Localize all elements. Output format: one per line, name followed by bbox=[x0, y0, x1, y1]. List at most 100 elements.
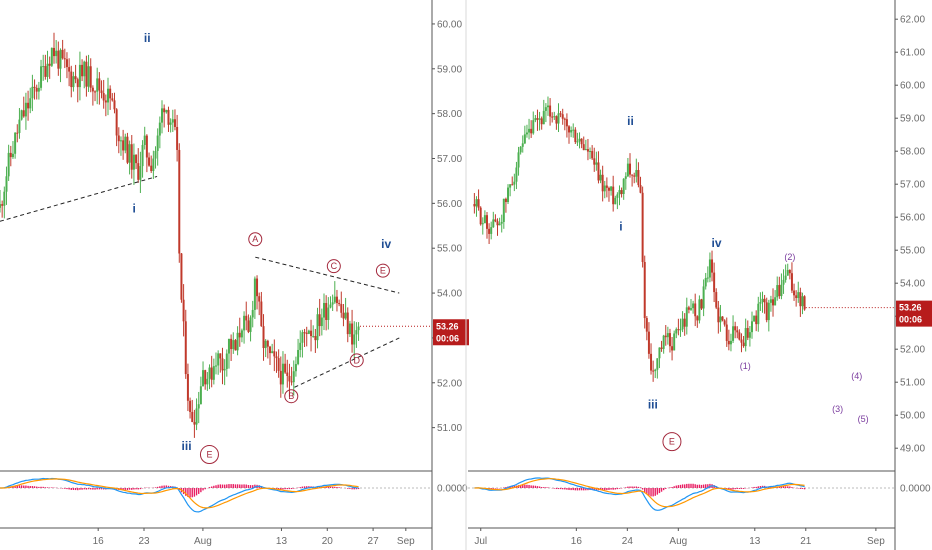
candle-body bbox=[122, 140, 125, 151]
candle-body bbox=[528, 128, 531, 133]
candle-body bbox=[746, 328, 749, 338]
candle-body bbox=[119, 140, 122, 142]
candle-body bbox=[303, 332, 306, 334]
candle-body bbox=[57, 50, 60, 69]
x-tick-label: 20 bbox=[322, 536, 334, 547]
candle-body bbox=[650, 353, 653, 371]
candle-body bbox=[286, 372, 289, 376]
candle-body bbox=[260, 301, 263, 327]
candle-body bbox=[329, 304, 332, 308]
candle-body bbox=[660, 347, 663, 349]
candle-body bbox=[297, 349, 300, 365]
candle-body bbox=[355, 330, 358, 335]
candle-body bbox=[100, 90, 103, 94]
macd-y-tick-label: 0.0000 bbox=[437, 484, 468, 495]
candle-body bbox=[109, 88, 112, 99]
circle-wave-label: B bbox=[288, 391, 294, 401]
candle-body bbox=[744, 328, 747, 347]
candle-body bbox=[46, 63, 49, 77]
candle-body bbox=[236, 332, 239, 351]
candle-body bbox=[610, 186, 613, 191]
x-tick-label: Aug bbox=[669, 536, 687, 547]
candle-body bbox=[230, 338, 233, 350]
y-tick-label: 52.00 bbox=[437, 378, 462, 389]
candle-body bbox=[318, 314, 321, 327]
candle-body bbox=[599, 174, 602, 181]
candle-body bbox=[193, 422, 196, 425]
trendline[interactable] bbox=[255, 256, 400, 294]
candle-body bbox=[227, 338, 230, 354]
wave-label: iii bbox=[648, 398, 658, 412]
wave-label: ii bbox=[627, 114, 634, 128]
x-tick-label: 13 bbox=[276, 536, 288, 547]
candle-body bbox=[249, 317, 252, 332]
signal-line bbox=[474, 478, 805, 508]
candle-body bbox=[24, 102, 27, 117]
candle-body bbox=[331, 302, 334, 305]
candle-body bbox=[37, 87, 40, 92]
candle-body bbox=[107, 88, 109, 103]
candle-body bbox=[225, 353, 228, 369]
candle-body bbox=[544, 107, 547, 111]
candle-body bbox=[603, 185, 606, 192]
candle-body bbox=[774, 297, 777, 306]
candle-body bbox=[765, 302, 768, 321]
candle-body bbox=[624, 176, 627, 179]
candle-body bbox=[473, 204, 476, 207]
circle-wave-label: E bbox=[669, 437, 675, 447]
candle-body bbox=[353, 334, 356, 345]
y-tick-label: 60.00 bbox=[437, 19, 462, 30]
candle-body bbox=[683, 318, 686, 327]
candle-body bbox=[717, 307, 720, 323]
circle-wave-marker bbox=[326, 259, 341, 274]
candle-body bbox=[320, 317, 323, 327]
candle-body bbox=[126, 136, 129, 163]
candle-body bbox=[173, 119, 176, 127]
candle-body bbox=[89, 66, 92, 88]
candle-body bbox=[740, 339, 743, 343]
candle-body bbox=[186, 374, 189, 401]
candle-body bbox=[83, 61, 86, 77]
candle-body bbox=[50, 47, 53, 66]
wave-label: iii bbox=[182, 439, 192, 453]
candle-body bbox=[620, 190, 623, 195]
wave-label: iv bbox=[381, 237, 391, 251]
candle-body bbox=[658, 347, 661, 359]
right-chart-panel[interactable]: 62.00 61.00 60.00 59.00 58.00 57.00 56.00 55.00… bbox=[468, 0, 932, 550]
candle-body bbox=[517, 152, 520, 168]
trendline[interactable] bbox=[0, 175, 158, 222]
candle-body bbox=[607, 187, 610, 191]
candle-body bbox=[9, 152, 12, 158]
candle-body bbox=[750, 321, 753, 333]
candle-body bbox=[132, 154, 135, 170]
candle-body bbox=[199, 386, 202, 405]
candle-body bbox=[44, 66, 47, 77]
candle-body bbox=[215, 365, 217, 367]
candle-body bbox=[563, 118, 566, 120]
x-tick-label: Jul bbox=[474, 536, 487, 547]
candle-body bbox=[631, 174, 634, 176]
candle-body bbox=[253, 278, 256, 310]
left-chart-panel[interactable]: 60.0059.0058.0057.0056.0055.0054.0053.00… bbox=[0, 0, 469, 550]
candle-body bbox=[76, 79, 79, 88]
candle-body bbox=[169, 122, 172, 125]
candle-body bbox=[74, 76, 77, 80]
candle-body bbox=[633, 175, 636, 177]
candle-body bbox=[31, 86, 34, 99]
candle-body bbox=[152, 158, 155, 172]
countdown-label: 00:06 bbox=[899, 315, 922, 325]
candle-body bbox=[115, 109, 118, 136]
candle-body bbox=[171, 119, 174, 123]
subwave-label: (3) bbox=[832, 404, 843, 414]
trendline[interactable] bbox=[294, 337, 400, 388]
candle-body bbox=[767, 302, 770, 321]
candle-body bbox=[325, 302, 328, 320]
y-tick-label: 59.00 bbox=[437, 64, 462, 75]
candle-body bbox=[551, 116, 554, 118]
candle-body bbox=[708, 259, 711, 278]
candle-body bbox=[490, 227, 493, 234]
candle-body bbox=[189, 400, 192, 412]
x-tick-label: 16 bbox=[571, 536, 583, 547]
candle-body bbox=[290, 381, 293, 383]
